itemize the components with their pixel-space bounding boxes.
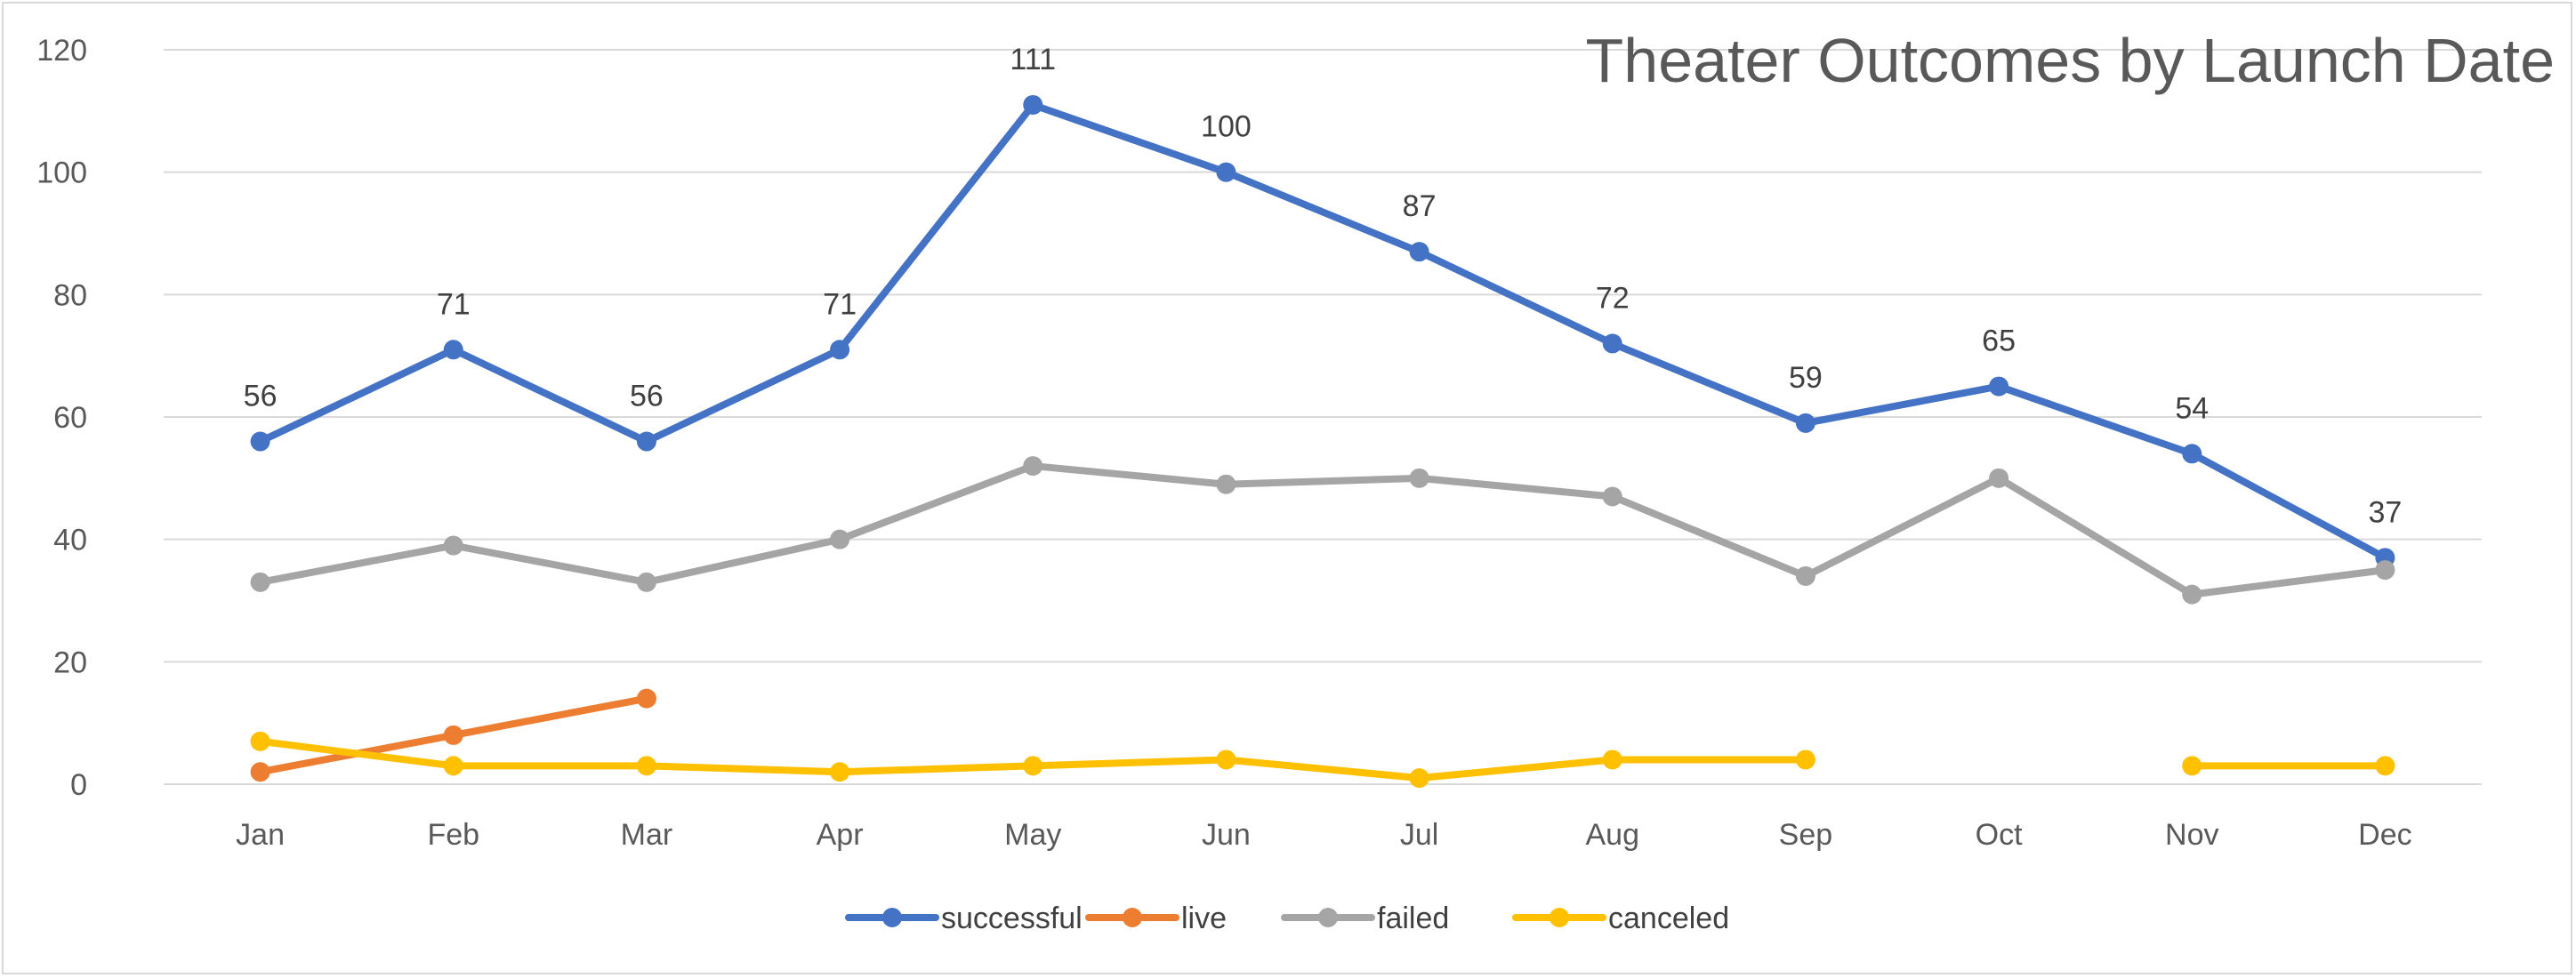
- legend-item-live: live: [1085, 902, 1227, 935]
- y-tick-label: 40: [53, 524, 87, 557]
- data-point: [1795, 565, 1815, 586]
- data-point: [443, 535, 463, 556]
- data-label: 56: [630, 380, 664, 413]
- y-tick-label: 120: [36, 34, 87, 68]
- data-point: [2182, 444, 2202, 464]
- data-point: [2375, 560, 2395, 581]
- legend-label: failed: [1377, 902, 1449, 935]
- x-tick-label: Dec: [2358, 818, 2411, 852]
- data-point: [250, 762, 270, 782]
- y-tick-label: 60: [53, 401, 87, 435]
- data-point: [1409, 242, 1429, 262]
- data-point: [636, 688, 656, 709]
- data-point: [2182, 756, 2202, 776]
- legend-label: canceled: [1608, 902, 1729, 935]
- x-tick-label: Jun: [1202, 818, 1251, 852]
- line-chart: 0 20 40 60 80 100 120 Jan Feb Mar Apr May Jun Jul Aug…: [36, 26, 2555, 935]
- data-point: [830, 762, 850, 782]
- legend-item-canceled: canceled: [1512, 902, 1729, 935]
- series-successful: [250, 94, 2395, 568]
- data-point: [443, 340, 463, 360]
- data-point: [250, 572, 270, 592]
- data-point: [636, 572, 656, 592]
- series-lines: [250, 94, 2395, 789]
- gridlines: [164, 49, 2482, 785]
- legend-item-successful: successful: [845, 902, 1083, 935]
- data-point: [1989, 376, 2009, 397]
- data-point: [1216, 162, 1236, 182]
- series-line: [256, 462, 2389, 598]
- series-line: [256, 100, 2389, 562]
- y-tick-label: 0: [70, 768, 87, 802]
- chart-title: Theater Outcomes by Launch Date: [1586, 26, 2555, 95]
- legend-swatch-marker: [1123, 908, 1142, 927]
- y-axis-tick-labels: 0 20 40 60 80 100 120: [36, 34, 87, 802]
- data-label: 65: [1982, 325, 2016, 358]
- x-tick-label: Feb: [427, 818, 479, 852]
- data-point: [1795, 413, 1815, 433]
- y-tick-label: 100: [36, 156, 87, 190]
- series-canceled: [250, 731, 2395, 789]
- data-label: 56: [244, 380, 278, 413]
- data-point: [2182, 584, 2202, 605]
- y-tick-label: 80: [53, 278, 87, 312]
- data-point: [1409, 468, 1429, 488]
- data-label: 59: [1789, 361, 1823, 395]
- data-point: [830, 529, 850, 549]
- data-label: 37: [2369, 495, 2403, 529]
- data-point: [1216, 474, 1236, 494]
- data-label: 71: [437, 287, 471, 321]
- data-point: [1216, 750, 1236, 770]
- data-point: [443, 756, 463, 776]
- x-axis-tick-labels: Jan Feb Mar Apr May Jun Jul Aug Sep Oct Nov Dec: [236, 818, 2411, 852]
- data-point: [1409, 768, 1429, 789]
- y-tick-label: 20: [53, 645, 87, 679]
- legend-label: live: [1181, 902, 1227, 935]
- data-point: [1023, 456, 1043, 477]
- legend-item-failed: failed: [1281, 902, 1449, 935]
- data-point: [1602, 486, 1622, 507]
- x-tick-label: Apr: [817, 818, 864, 852]
- data-labels: 56 71 56 71 111 100 87 72 59 65 54 37: [244, 43, 2403, 529]
- data-point: [1023, 94, 1043, 115]
- data-point: [830, 340, 850, 360]
- data-point: [1602, 333, 1622, 354]
- data-point: [250, 431, 270, 452]
- data-label: 71: [823, 287, 857, 321]
- data-label: 72: [1596, 281, 1630, 315]
- x-tick-label: May: [1004, 818, 1061, 852]
- x-tick-label: Jul: [1400, 818, 1438, 852]
- data-point: [636, 431, 656, 452]
- x-tick-label: Jan: [236, 818, 285, 852]
- legend-label: successful: [941, 902, 1083, 935]
- series-live: [250, 688, 656, 782]
- legend-swatch-marker: [1318, 908, 1338, 927]
- data-point: [1795, 750, 1815, 770]
- legend-swatch-marker: [1550, 908, 1569, 927]
- data-point: [1989, 468, 2009, 488]
- data-label: 100: [1201, 110, 1252, 144]
- data-label: 54: [2175, 391, 2209, 425]
- data-label: 87: [1403, 189, 1437, 223]
- data-point: [636, 756, 656, 776]
- data-point: [1023, 756, 1043, 776]
- x-tick-label: Oct: [1976, 818, 2023, 852]
- data-point: [250, 731, 270, 751]
- data-point: [1602, 750, 1622, 770]
- x-tick-label: Aug: [1586, 818, 1640, 852]
- x-tick-label: Nov: [2165, 818, 2218, 852]
- data-point: [2375, 756, 2395, 776]
- legend: successful live failed canceled: [845, 902, 1729, 935]
- x-tick-label: Mar: [621, 818, 673, 852]
- data-point: [443, 725, 463, 745]
- series-failed: [250, 456, 2395, 605]
- x-tick-label: Sep: [1779, 818, 1833, 852]
- data-label: 111: [1010, 43, 1056, 76]
- legend-swatch-marker: [882, 908, 902, 927]
